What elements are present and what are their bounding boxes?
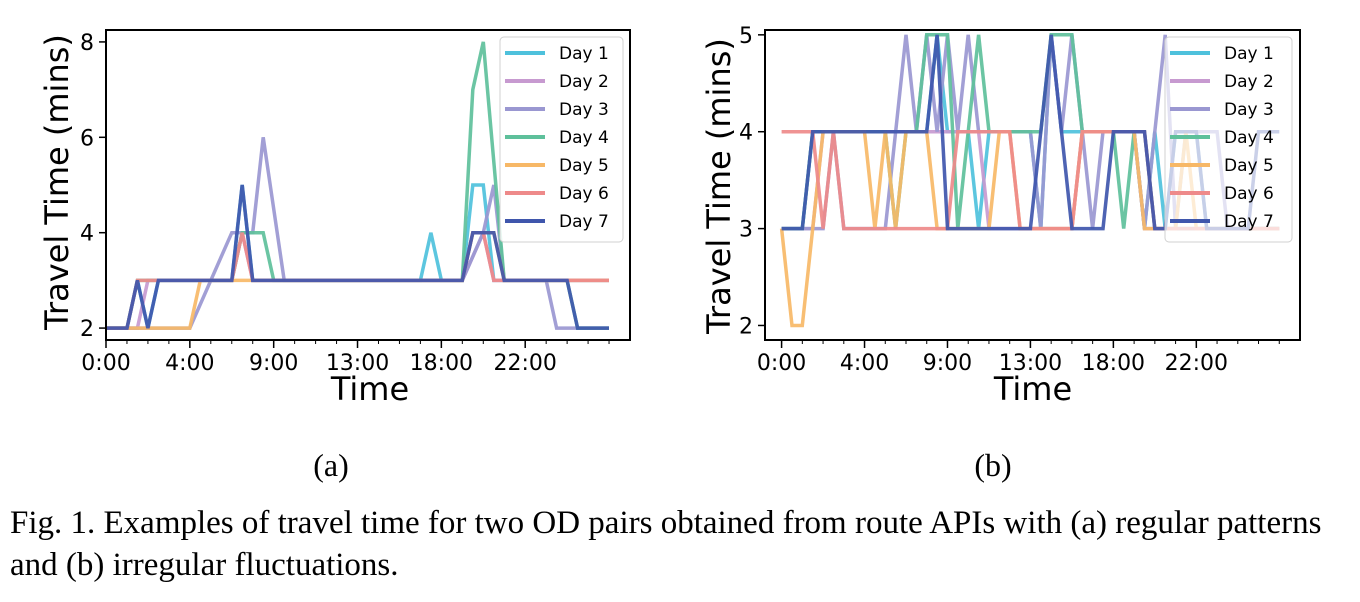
series-line-a-day-7 [106,184,609,330]
legend-a: Day 1 Day 2 Day 3 Day 4 Day 5 Day 6 Day 7 [499,36,624,243]
legend-label-b-day-1: Day 1 [1224,44,1274,64]
y-tick-label-b: 2 [739,314,753,339]
tick-layer-a: 2 4 6 8 0:00 4:00 9:00 13:00 18:00 22:00 [80,31,610,376]
chart-panel-b: Travel Time (mins) Time 2 3 4 5 0:00 4:00 9:00… [700,24,1301,483]
figure-caption: Fig. 1. Examples of travel time for two … [10,505,1322,583]
x-tick-label-b: 0:00 [757,351,806,376]
legend-label-a-day-7: Day 7 [559,212,609,232]
legend-label-a-day-3: Day 3 [559,100,609,120]
x-tick-label-b: 18:00 [1082,351,1145,376]
x-tick-label-a: 13:00 [326,351,389,376]
x-tick-label-a: 22:00 [493,351,556,376]
panel-label-b: (b) [974,447,1011,483]
y-tick-label-b: 3 [739,218,753,243]
x-tick-label-a: 9:00 [249,351,298,376]
y-tick-label-b: 5 [739,24,753,49]
legend-label-b-day-6: Day 6 [1224,184,1274,204]
chart-panel-a: Travel Time (mins) Time 2 4 6 8 0:00 4:00 9:00… [38,29,631,483]
x-tick-label-b: 9:00 [923,351,972,376]
legend-label-a-day-5: Day 5 [559,156,609,176]
legend-label-b-day-3: Day 3 [1224,100,1274,120]
x-axis-label-b: Time [993,370,1072,408]
legend-label-b-day-4: Day 4 [1224,128,1274,148]
x-tick-label-b: 4:00 [840,351,889,376]
y-tick-label-a: 6 [80,126,94,151]
x-axis-label-a: Time [330,370,409,408]
legend-label-a-day-2: Day 2 [559,72,609,92]
y-tick-label-a: 2 [80,317,94,342]
y-axis-label-b: Travel Time (mins) [700,38,738,335]
legend-frame-b [1164,36,1293,243]
legend-b: Day 1 Day 2 Day 3 Day 4 Day 5 Day 6 Day 7 [1164,36,1293,243]
figure-canvas: Travel Time (mins) Time 2 4 6 8 0:00 4:00 9:00… [38,24,1301,483]
legend-label-a-day-4: Day 4 [559,128,609,148]
panel-label-a: (a) [313,447,349,483]
legend-label-b-day-7: Day 7 [1224,212,1274,232]
x-tick-label-a: 4:00 [165,351,214,376]
legend-label-b-day-2: Day 2 [1224,72,1274,92]
x-tick-label-a: 0:00 [81,351,130,376]
legend-label-a-day-1: Day 1 [559,44,609,64]
legend-label-b-day-5: Day 5 [1224,156,1274,176]
x-tick-label-b: 13:00 [999,351,1062,376]
legend-frame-a [499,36,624,243]
plot-frame-a [105,29,631,341]
legend-label-a-day-6: Day 6 [559,184,609,204]
plot-frame-b [764,29,1301,341]
y-tick-label-a: 8 [80,31,94,56]
tick-layer-b: 2 3 4 5 0:00 4:00 9:00 13:00 18:00 22:00 [739,24,1280,376]
series-layer-a [106,41,609,330]
x-tick-label-a: 18:00 [410,351,473,376]
y-tick-label-a: 4 [80,222,94,247]
y-tick-label-b: 4 [739,121,753,146]
y-axis-label-a: Travel Time (mins) [38,34,76,331]
x-tick-label-b: 22:00 [1165,351,1228,376]
